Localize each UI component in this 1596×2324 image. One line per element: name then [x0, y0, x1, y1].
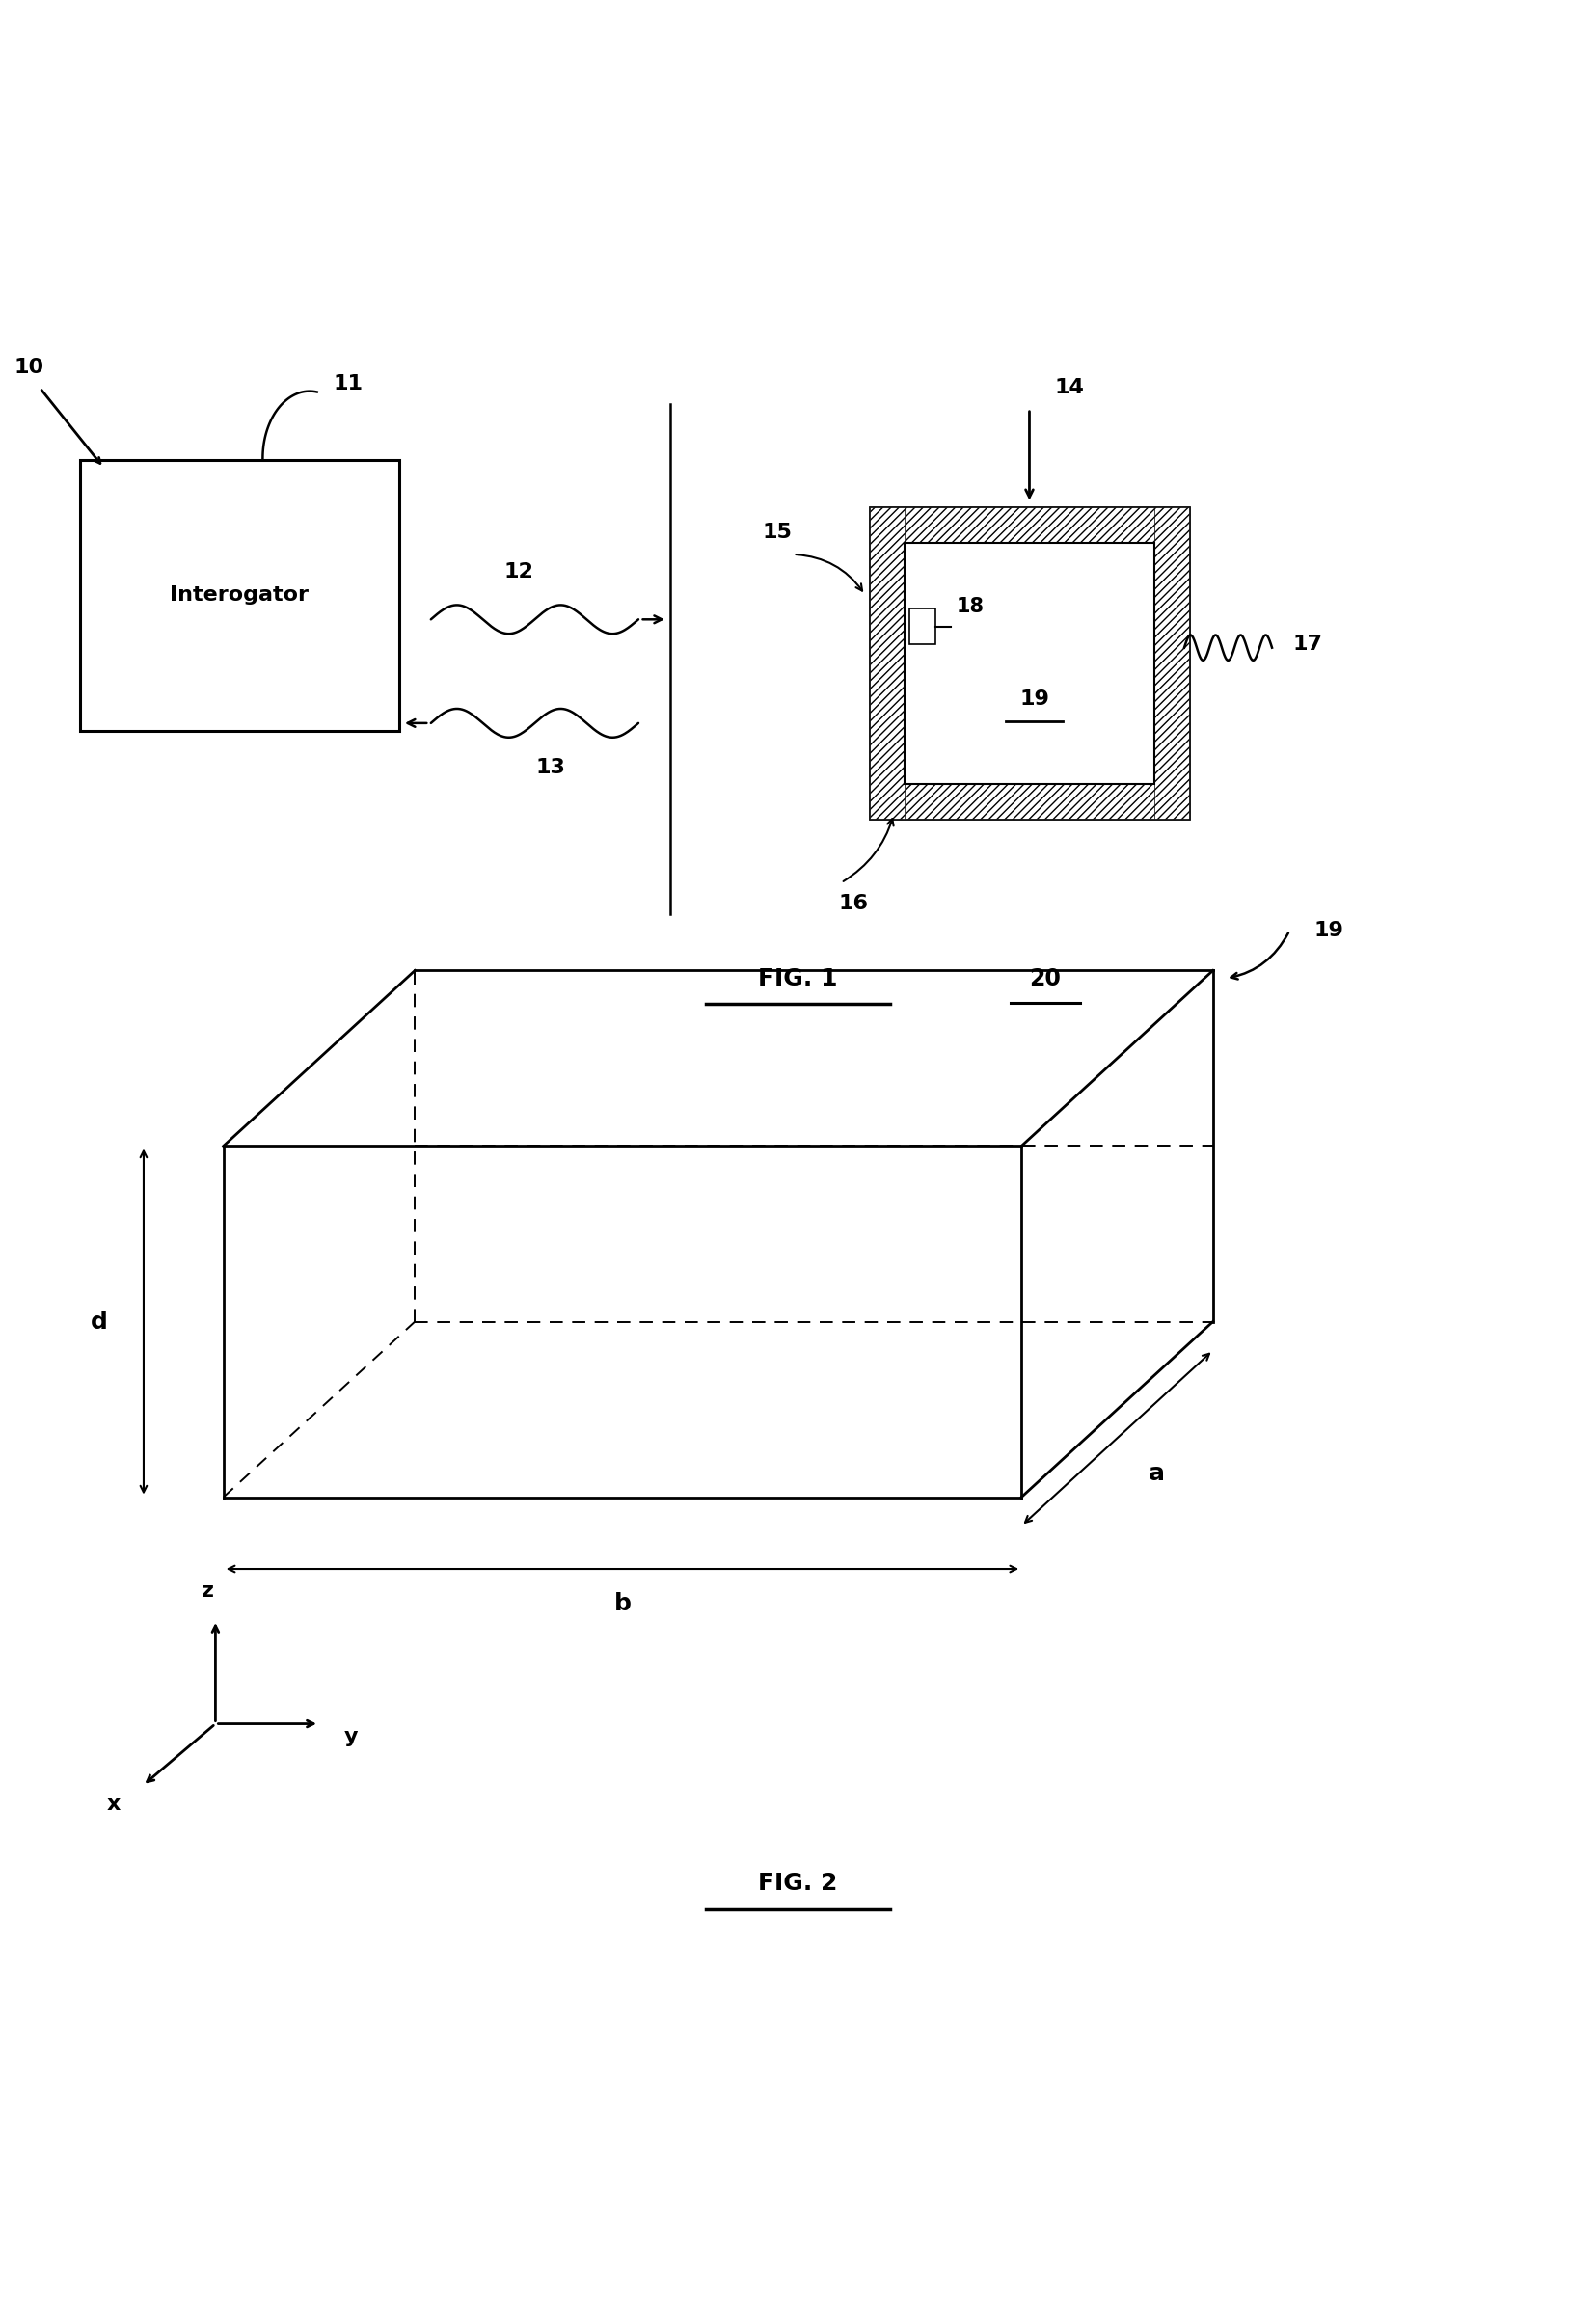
Text: FIG. 2: FIG. 2 [758, 1871, 838, 1894]
Bar [905, 544, 1154, 783]
Bar [910, 609, 935, 644]
Text: 19: 19 [1314, 920, 1344, 941]
Bar [870, 783, 1189, 818]
Text: d: d [91, 1311, 107, 1334]
Text: 14: 14 [1055, 379, 1084, 397]
Text: 16: 16 [839, 895, 868, 913]
Text: z: z [201, 1583, 214, 1601]
Bar [870, 507, 905, 818]
Text: 13: 13 [536, 758, 565, 779]
Text: 15: 15 [763, 523, 792, 541]
Text: 12: 12 [504, 562, 533, 581]
Text: FIG. 1: FIG. 1 [758, 967, 838, 990]
Text: 18: 18 [956, 597, 985, 616]
Text: a: a [1149, 1462, 1165, 1485]
Bar [80, 460, 399, 732]
Text: 10: 10 [14, 358, 43, 376]
Bar [1154, 507, 1189, 818]
Text: x: x [107, 1794, 121, 1815]
Bar [870, 507, 1189, 544]
Text: 19: 19 [1020, 690, 1049, 709]
Text: 17: 17 [1293, 634, 1323, 653]
Bar [870, 507, 1189, 818]
Text: Interogator: Interogator [169, 586, 310, 604]
Text: 11: 11 [334, 374, 362, 393]
Text: 20: 20 [1029, 967, 1061, 990]
Text: b: b [614, 1592, 630, 1615]
Text: y: y [345, 1727, 358, 1745]
